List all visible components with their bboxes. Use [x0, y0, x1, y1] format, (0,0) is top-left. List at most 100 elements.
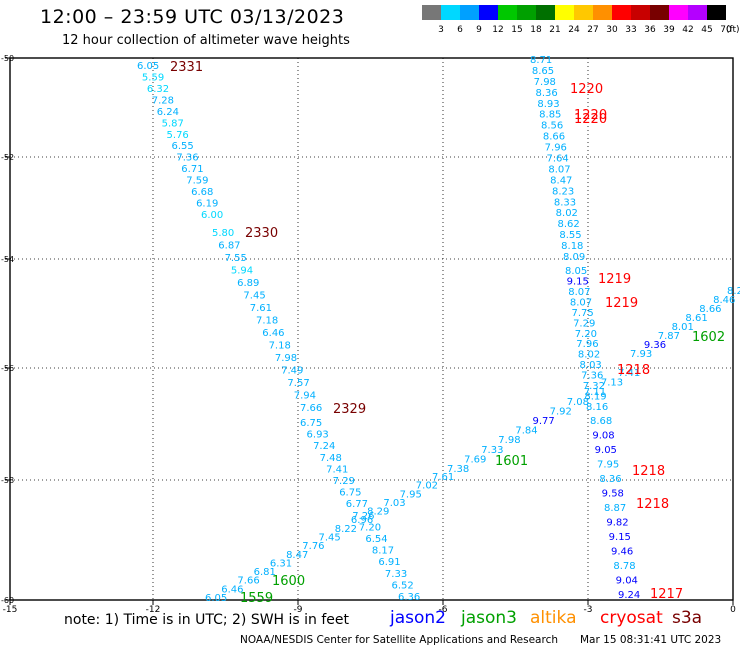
swh-value: 7.66 — [237, 576, 259, 587]
swh-value: 7.29 — [573, 318, 595, 329]
swh-value: 8.05 — [565, 266, 587, 277]
swh-value: 7.45 — [319, 533, 341, 544]
swh-value: 8.55 — [559, 230, 581, 241]
scale-swatch — [650, 5, 669, 20]
x-tick-label: -9 — [294, 605, 303, 615]
swh-value: 7.18 — [269, 341, 291, 352]
pass-time-label: 2329 — [333, 402, 366, 417]
scale-label: 6 — [457, 25, 463, 35]
scale-swatch — [536, 5, 555, 20]
swh-value: 7.32 — [583, 381, 605, 392]
scale-swatch — [555, 5, 574, 20]
swh-value: 7.61 — [250, 303, 272, 314]
swh-value: 6.36 — [398, 592, 420, 603]
swh-value: 8.02 — [556, 208, 578, 219]
swh-value: 7.13 — [601, 378, 623, 389]
swh-value: 9.36 — [644, 340, 666, 351]
swh-value: 8.47 — [550, 175, 572, 186]
map-frame — [9, 57, 734, 601]
swh-value: 8.56 — [541, 121, 563, 132]
swh-value: 7.33 — [481, 445, 503, 456]
swh-value: 7.95 — [597, 460, 619, 471]
swh-value: 8.03 — [580, 360, 602, 371]
swh-value: 9.15 — [567, 276, 589, 287]
swh-value: 7.64 — [547, 154, 569, 165]
pass-time-label: 1220 — [570, 82, 603, 97]
swh-value: 7.93 — [630, 349, 652, 360]
swh-value: 6.87 — [218, 241, 240, 252]
swh-value: 8.47 — [286, 550, 308, 561]
legend-jason3: jason3 — [461, 608, 517, 628]
swh-value: 7.18 — [256, 316, 278, 327]
swh-value: 6.71 — [181, 164, 203, 175]
pass-time-label: 1218 — [617, 363, 650, 378]
scale-label: 33 — [625, 25, 637, 35]
swh-value: 9.46 — [611, 547, 633, 558]
swh-value: 7.48 — [320, 453, 342, 464]
swh-value: 7.66 — [300, 403, 322, 414]
swh-value: 8.36 — [599, 474, 621, 485]
swh-value: 6.89 — [237, 278, 259, 289]
scale-unit: (ft) — [726, 25, 740, 35]
swh-value: 8.71 — [530, 55, 552, 66]
x-tick-label: -15 — [3, 605, 18, 615]
y-tick-label: -50 — [1, 54, 14, 63]
swh-value: 7.26 — [352, 511, 374, 522]
map-title: 12:00 – 23:59 UTC 03/13/2023 — [40, 6, 345, 28]
scale-swatch — [498, 5, 517, 20]
swh-value: 6.75 — [339, 488, 361, 499]
swh-value: 6.54 — [365, 534, 387, 545]
swh-value: 7.61 — [432, 472, 454, 483]
swh-value: 7.98 — [275, 353, 297, 364]
swh-value: 5.87 — [162, 118, 184, 129]
swh-value: 7.02 — [416, 481, 438, 492]
swh-value: 5.80 — [212, 228, 234, 239]
pass-time-label: 1218 — [632, 464, 665, 479]
scale-label: 36 — [644, 25, 656, 35]
swh-value: 7.69 — [464, 454, 486, 465]
swh-value: 6.05 — [205, 593, 227, 604]
swh-value: 9.58 — [602, 489, 624, 500]
swh-value: 8.01 — [672, 322, 694, 333]
scale-label: 3 — [438, 25, 444, 35]
swh-value: 6.46 — [221, 584, 243, 595]
footer-note: note: 1) Time is in UTC; 2) SWH is in fe… — [64, 612, 350, 628]
pass-time-label: 1220 — [574, 108, 607, 123]
swh-value: 7.84 — [515, 426, 537, 437]
swh-value: 8.61 — [685, 313, 707, 324]
scale-swatch — [669, 5, 688, 20]
scale-swatch — [612, 5, 631, 20]
scale-swatch — [574, 5, 593, 20]
swh-value: 8.18 — [561, 241, 583, 252]
generation-timestamp: Mar 15 08:31:41 UTC 2023 — [580, 634, 722, 646]
swh-value: 6.77 — [346, 499, 368, 510]
pass-time-label: 1601 — [495, 454, 528, 469]
y-tick-label: -56 — [1, 364, 14, 373]
swh-value: 8.09 — [563, 252, 585, 263]
swh-value: 8.2 — [727, 286, 740, 297]
swh-value: 6.46 — [262, 328, 284, 339]
swh-value: 8.16 — [586, 402, 608, 413]
swh-value: 8.23 — [552, 186, 574, 197]
swh-value: 6.55 — [171, 141, 193, 152]
y-tick-label: -60 — [1, 596, 14, 605]
swh-value: 7.87 — [658, 331, 680, 342]
swh-value: 7.11 — [584, 387, 606, 398]
scale-swatch — [479, 5, 498, 20]
swh-value: 7.41 — [326, 464, 348, 475]
pass-time-label: 2331 — [170, 60, 203, 75]
swh-value: 9.77 — [533, 416, 555, 427]
swh-value: 7.03 — [383, 498, 405, 509]
scale-swatch — [631, 5, 650, 20]
swh-value: 8.93 — [537, 99, 559, 110]
scale-label: 30 — [606, 25, 618, 35]
scale-label: 27 — [587, 25, 599, 35]
pass-time-label: 2330 — [245, 226, 278, 241]
swh-value: 7.36 — [581, 371, 603, 382]
swh-value: 8.68 — [590, 416, 612, 427]
swh-value: 8.02 — [578, 350, 600, 361]
swh-value: 7.38 — [447, 464, 469, 475]
swh-value: 6.24 — [157, 107, 179, 118]
swh-value: 9.82 — [606, 518, 628, 529]
scale-label: 9 — [476, 25, 482, 35]
